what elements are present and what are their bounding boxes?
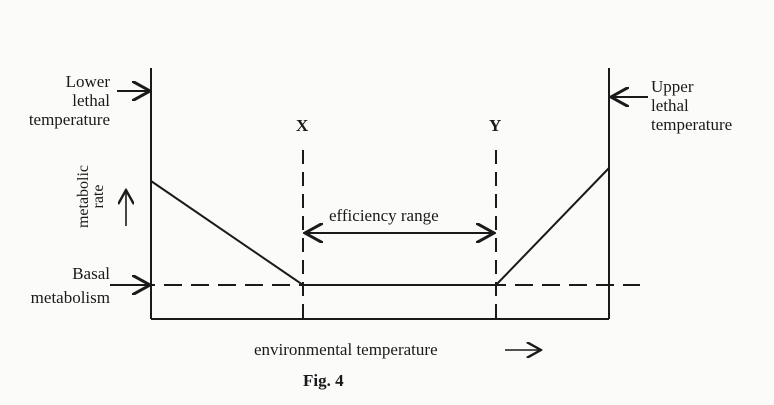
- upper-lethal-label: Upper lethal temperature: [651, 77, 732, 134]
- y-marker-label: Y: [489, 116, 502, 135]
- label-line: Basal: [72, 264, 110, 283]
- metabolic-rate-label: metabolic rate: [75, 149, 107, 244]
- lower-lethal-label: Lower lethal temperature: [0, 72, 110, 129]
- label-line: temperature: [651, 115, 733, 134]
- label-line: temperature: [28, 110, 110, 129]
- label-line: Upper: [651, 77, 694, 96]
- metabolic-rate-curve: [150, 167, 610, 286]
- basal-metabolism-label: Basal metabolism: [0, 262, 110, 310]
- label-line: metabolism: [30, 288, 110, 307]
- x-marker-label: X: [296, 116, 309, 135]
- x-axis-label: environmental temperature: [254, 340, 438, 359]
- efficiency-range-label: efficiency range: [329, 206, 439, 225]
- label-line: rate: [90, 184, 107, 209]
- label-line: lethal: [651, 96, 689, 115]
- figure-caption: Fig. 4: [303, 371, 344, 390]
- label-line: metabolic: [75, 164, 92, 229]
- label-line: Lower: [65, 72, 110, 91]
- label-line: lethal: [72, 91, 110, 110]
